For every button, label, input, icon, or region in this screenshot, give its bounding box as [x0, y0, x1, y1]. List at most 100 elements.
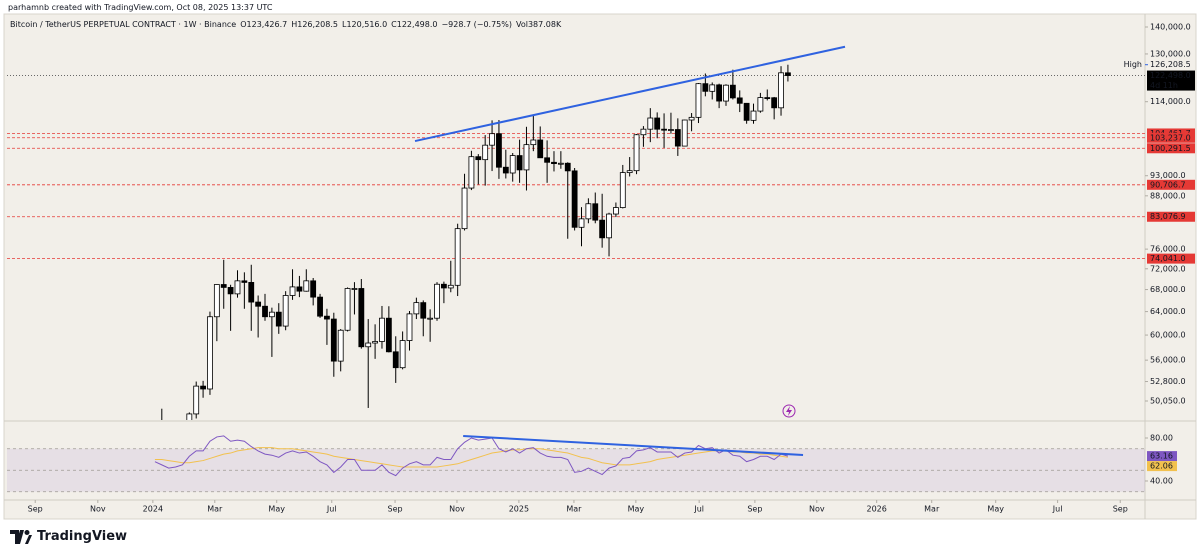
ohlc-value: 126,208.5	[297, 20, 338, 29]
candle-body	[413, 302, 420, 315]
candle-body	[392, 351, 399, 369]
x-tick-label: Jul	[326, 505, 337, 514]
last-price-bg	[1147, 70, 1195, 91]
level-label: 100,291.5	[1150, 144, 1191, 153]
last-price-label: 122,498.0	[1150, 71, 1191, 80]
candle-body	[324, 315, 330, 320]
level-label: 83,076.9	[1150, 212, 1186, 221]
candle-body	[454, 228, 461, 286]
rsi-ma-line	[154, 447, 788, 468]
candle-body	[213, 284, 220, 318]
chart-background	[3, 13, 1197, 520]
rsi-value-label: 63.16	[1150, 452, 1173, 461]
footer: TradingView	[10, 529, 127, 544]
candle-body	[358, 288, 365, 348]
candle-body	[626, 170, 633, 174]
x-tick-label: Sep	[388, 505, 403, 514]
candle-body	[530, 139, 537, 146]
rsi-tick-label: 40.00	[1150, 476, 1173, 485]
ohlc-value: 122,498.0	[396, 20, 438, 29]
ohlc-prefix: L	[341, 20, 347, 29]
candle-body	[440, 283, 447, 289]
price-pane	[7, 45, 1145, 420]
ohlc-value: 123,426.7	[246, 20, 288, 29]
candle-body	[434, 283, 440, 319]
candle-body	[564, 162, 571, 172]
legend-header: Bitcoin / TetherUS PERPETUAL CONTRACT · …	[10, 20, 561, 29]
brand-logo	[10, 529, 32, 544]
candle-body	[502, 166, 509, 174]
candle-body	[317, 296, 323, 317]
y-tick-label: 56,000.0	[1150, 356, 1186, 365]
symbol-title: Bitcoin / TetherUS PERPETUAL CONTRACT · …	[10, 20, 237, 29]
alert-icon	[782, 404, 796, 418]
candle-body	[523, 144, 530, 171]
level-label: 90,706.7	[1150, 180, 1186, 189]
candle-body	[234, 280, 241, 295]
candle-body	[764, 97, 771, 99]
candle-body	[193, 385, 200, 415]
candle-body	[385, 317, 392, 353]
candle-body	[647, 117, 654, 130]
candle-body	[468, 156, 475, 189]
candle-body	[406, 313, 413, 341]
candle-body	[709, 84, 716, 92]
candle-body	[303, 280, 310, 292]
volume: Vol387.08K	[516, 20, 561, 29]
candle-body	[585, 203, 592, 220]
candle-body	[729, 84, 736, 99]
candle-body	[613, 207, 619, 215]
candle-body	[544, 157, 551, 163]
candle-body	[723, 84, 729, 102]
candle-body	[771, 97, 778, 109]
candle-body	[668, 129, 674, 131]
candle-body	[289, 286, 296, 296]
candle-body	[537, 139, 544, 159]
y-tick-label: 64,000.0	[1150, 307, 1186, 316]
candle-body	[606, 213, 612, 239]
y-tick-label: 52,800.0	[1150, 377, 1186, 386]
ohlc-prefix: O	[240, 20, 247, 29]
candle-body	[461, 187, 468, 230]
level-label-bg	[1147, 143, 1195, 154]
x-tick-label: 2024	[143, 505, 163, 514]
candle-body	[674, 129, 681, 147]
candle-body	[330, 318, 337, 362]
x-tick-label: Nov	[449, 505, 465, 514]
candle-body	[379, 317, 385, 342]
candle-body	[654, 117, 661, 130]
y-tick-label: 50,050.0	[1150, 396, 1186, 405]
credit: parhamnb created with TradingView.com, O…	[8, 3, 273, 12]
candle-body	[420, 302, 427, 319]
high-name: High	[1124, 60, 1142, 69]
level-label-bg	[1147, 132, 1195, 143]
candle-body	[268, 311, 275, 318]
candle-body	[633, 134, 640, 172]
candle-body	[785, 72, 791, 76]
ohlc-item: O123,426.7	[240, 20, 287, 29]
countdown-label: 4d 11h	[1150, 81, 1178, 90]
candle-body	[310, 280, 317, 298]
candle-body	[482, 144, 489, 161]
level-label-bg	[1147, 211, 1195, 222]
y-tick-label: 88,000.0	[1150, 191, 1186, 200]
volume-value: 387.08K	[527, 20, 562, 29]
axes: 140,000.0 130,000.0 114,000.0 93,000.0 88,00…	[28, 23, 1195, 514]
candle-body	[757, 97, 764, 112]
candle-body	[599, 219, 606, 239]
rsi-ma-bg	[1147, 461, 1177, 472]
x-tick-label: Mar	[924, 505, 940, 514]
level-label: 103,237.0	[1150, 133, 1191, 142]
y-tick-label: 68,000.0	[1150, 285, 1186, 294]
x-tick-label: May	[628, 505, 645, 514]
candle-body	[248, 282, 255, 303]
rsi-pane	[7, 434, 1145, 493]
candle-body	[640, 128, 647, 136]
candle-body	[496, 133, 502, 168]
candle-body	[750, 110, 757, 121]
x-tick-label: Jul	[1052, 505, 1063, 514]
candle-body	[592, 203, 599, 221]
alert-icon-bolt	[786, 406, 792, 416]
candle-body	[557, 162, 564, 165]
